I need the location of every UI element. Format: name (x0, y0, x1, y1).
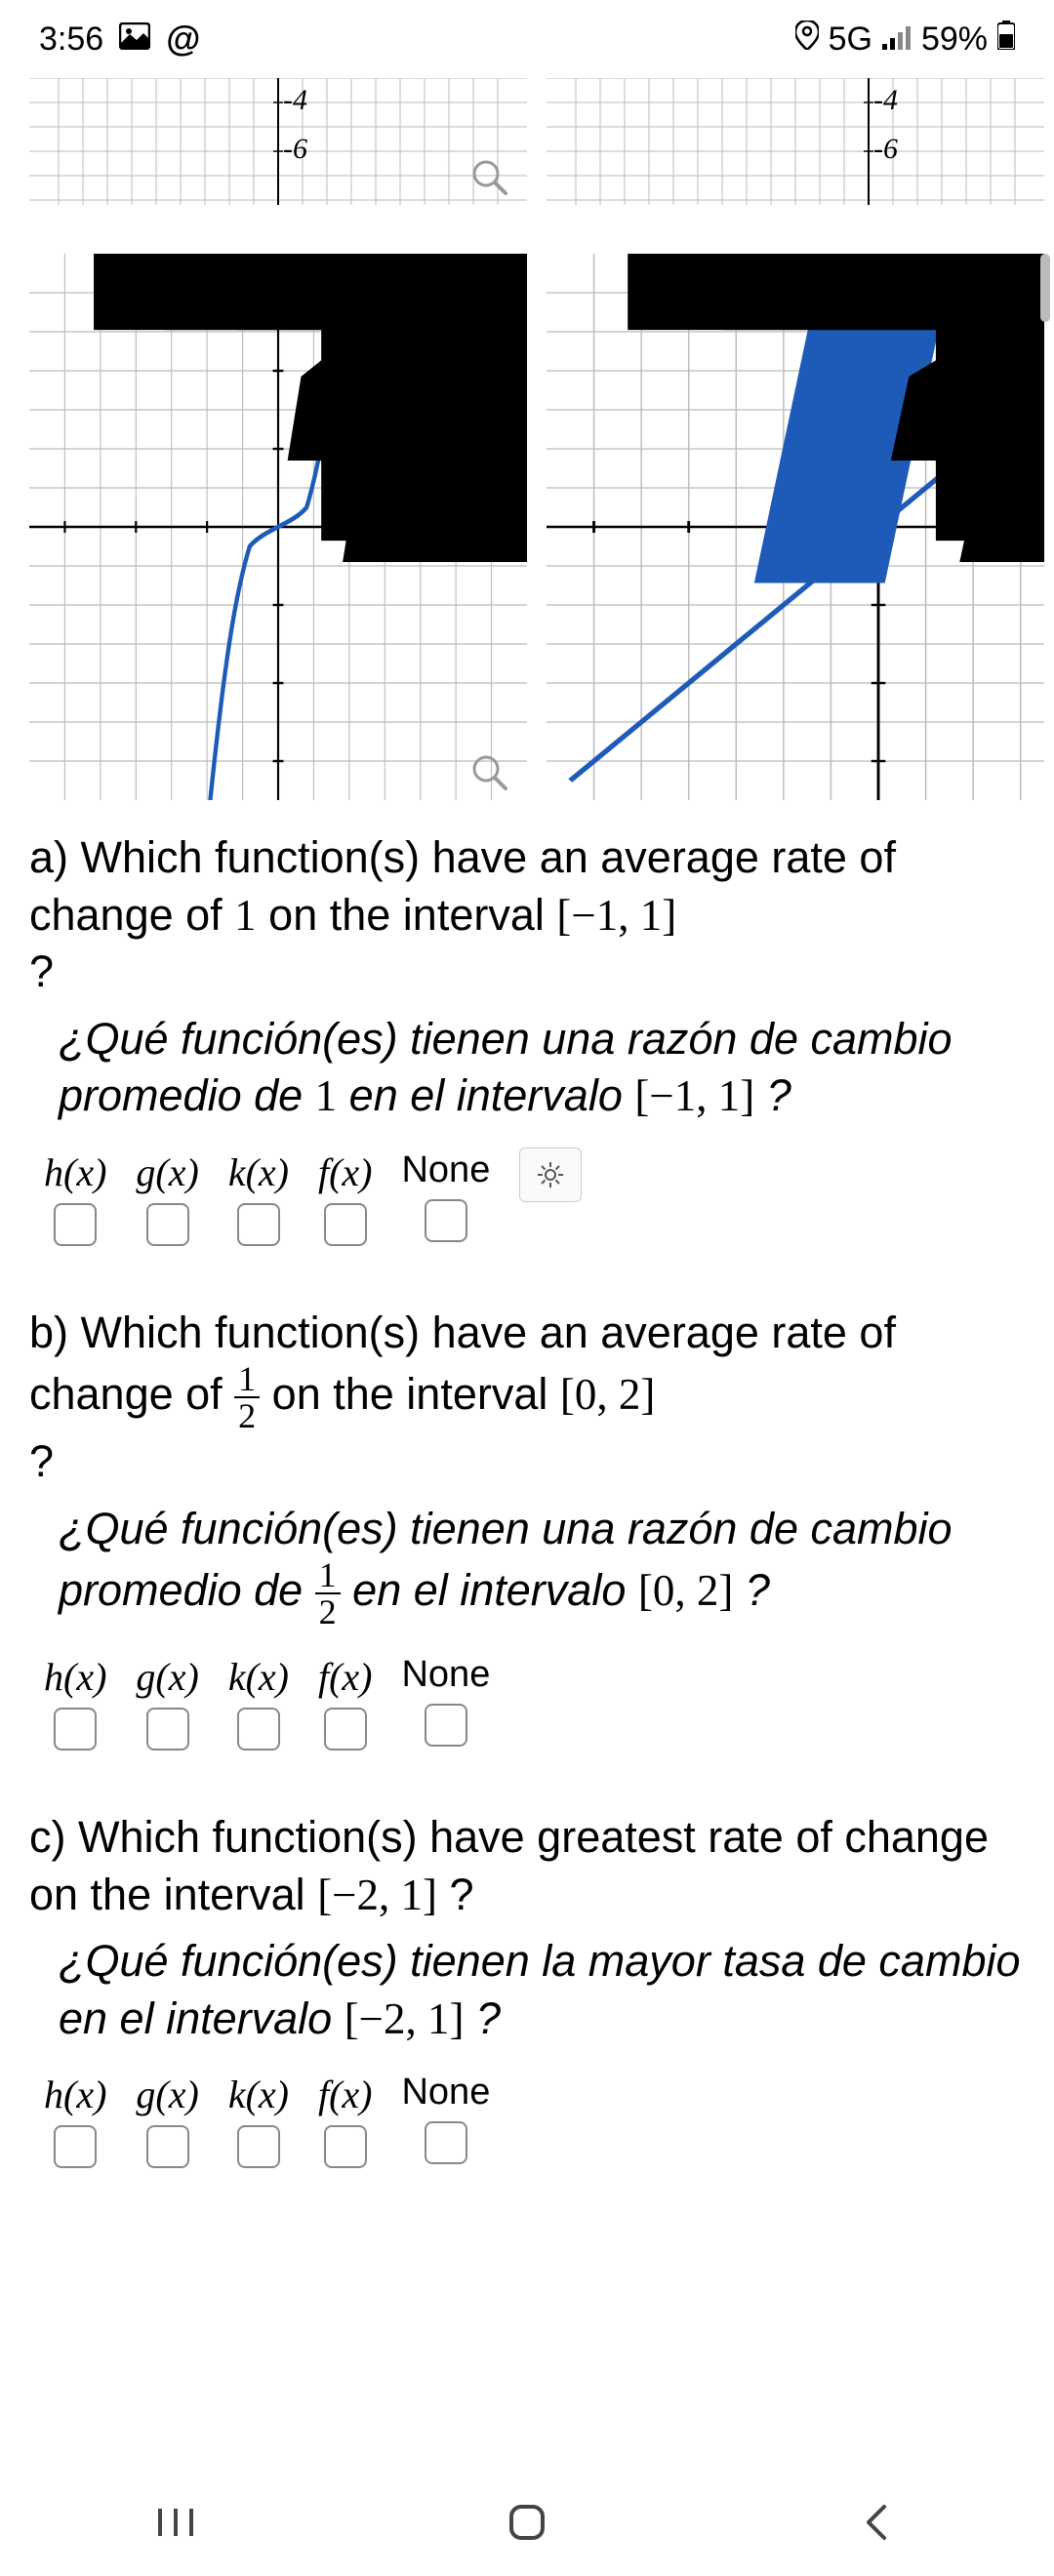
graph-f: f(x) 6 4 2 -2 -4 -6 -6 -4 -2 2 (547, 254, 1044, 800)
checkbox-k[interactable] (237, 1708, 280, 1751)
graph-k: k(x) 6 4 2 -2 -4 -6 -6 -4 -2 2 4 6 (29, 254, 527, 800)
opt-label: f(x) (318, 1149, 373, 1195)
question-b-es: ¿Qué función(es) tienen una razón de cam… (29, 1501, 1025, 1630)
tick-label: -4 (873, 84, 898, 116)
location-icon (795, 20, 819, 59)
checkbox-g[interactable] (146, 2125, 189, 2168)
checkbox-k[interactable] (237, 2125, 280, 2168)
checkbox-g[interactable] (146, 1203, 189, 1246)
at-icon: @ (166, 19, 200, 60)
magnify-icon[interactable] (470, 753, 509, 792)
top-graph-left: -4 -6 (29, 78, 527, 205)
opt-label: None (401, 1149, 490, 1191)
opt-label: None (401, 1654, 490, 1696)
checkbox-h[interactable] (54, 1203, 97, 1246)
options-a: h(x) g(x) k(x) f(x) None (29, 1149, 1025, 1246)
question-c-es: ¿Qué función(es) tienen la mayor tasa de… (29, 1933, 1025, 2047)
battery-label: 59% (921, 20, 988, 59)
home-button[interactable] (488, 2483, 566, 2561)
opt-label: h(x) (44, 2072, 106, 2117)
checkbox-f[interactable] (324, 1708, 367, 1751)
nav-bar (0, 2469, 1054, 2576)
opt-label: None (401, 2072, 490, 2113)
main-content: -4 -6 (0, 78, 1054, 2168)
question-a-es: ¿Qué función(es) tienen una razón de cam… (29, 1011, 1025, 1125)
question-c: c) Which function(s) have greatest rate … (29, 1809, 1025, 1923)
battery-icon (997, 20, 1015, 59)
checkbox-none[interactable] (425, 1199, 467, 1242)
opt-label: h(x) (44, 1654, 106, 1700)
magnify-icon[interactable] (470, 158, 509, 197)
question-a: a) Which function(s) have an average rat… (29, 829, 1025, 1001)
status-bar: 3:56 @ 5G 59% (0, 0, 1054, 78)
top-graph-right: -4 -6 (547, 78, 1044, 205)
checkbox-k[interactable] (237, 1203, 280, 1246)
opt-label: k(x) (228, 1149, 289, 1195)
question-b: b) Which function(s) have an average rat… (29, 1305, 1025, 1491)
options-b: h(x) g(x) k(x) f(x) None (29, 1654, 1025, 1751)
main-graphs-row: k(x) 6 4 2 -2 -4 -6 -6 -4 -2 2 4 6 (29, 254, 1025, 800)
back-button[interactable] (839, 2483, 917, 2561)
clock: 3:56 (39, 20, 103, 59)
scroll-indicator (1040, 254, 1050, 322)
opt-label: g(x) (136, 2072, 198, 2117)
checkbox-h[interactable] (54, 2125, 97, 2168)
opt-label: f(x) (318, 1654, 373, 1700)
tick-label: -6 (873, 133, 898, 165)
checkbox-f[interactable] (324, 1203, 367, 1246)
opt-label: h(x) (44, 1149, 106, 1195)
image-icon (119, 20, 150, 59)
checkbox-none[interactable] (425, 2121, 467, 2164)
network-label: 5G (829, 20, 872, 59)
signal-icon (882, 20, 912, 59)
checkbox-h[interactable] (54, 1708, 97, 1751)
checkbox-f[interactable] (324, 2125, 367, 2168)
opt-label: k(x) (228, 2072, 289, 2117)
opt-label: g(x) (136, 1149, 198, 1195)
checkbox-none[interactable] (425, 1704, 467, 1747)
opt-label: f(x) (318, 2072, 373, 2117)
opt-label: k(x) (228, 1654, 289, 1700)
top-graphs-row: -4 -6 (29, 78, 1025, 205)
tick-label: -6 (283, 133, 307, 165)
svg-text:2: 2 (959, 254, 1044, 800)
recents-button[interactable] (137, 2483, 215, 2561)
options-c: h(x) g(x) k(x) f(x) None (29, 2072, 1025, 2168)
svg-text:6: 6 (484, 254, 527, 800)
tick-label: -4 (283, 84, 307, 116)
checkbox-g[interactable] (146, 1708, 189, 1751)
gear-button[interactable] (519, 1147, 582, 1202)
opt-label: g(x) (136, 1654, 198, 1700)
